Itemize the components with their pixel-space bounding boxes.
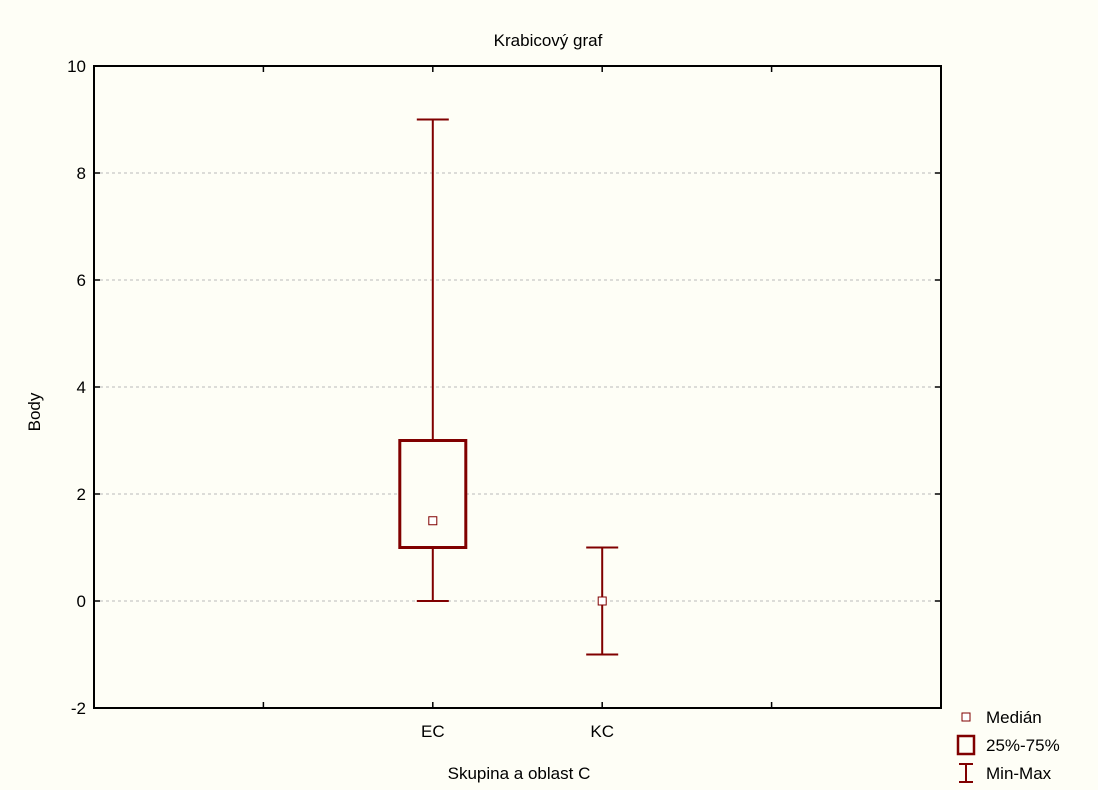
legend-item: Min-Max bbox=[959, 763, 1052, 783]
legend: Medián 25%-75% Min-Max bbox=[956, 708, 1060, 783]
legend-item: 25%-75% bbox=[956, 734, 1060, 756]
plot-area bbox=[398, 118, 619, 656]
y-axis-label: Body bbox=[25, 392, 44, 431]
box-kc bbox=[586, 546, 619, 656]
x-tick-label: EC bbox=[421, 722, 445, 741]
y-tick-label: 4 bbox=[77, 378, 86, 397]
axes: -2 0 2 4 6 8 10 EC KC bbox=[67, 57, 942, 741]
median-marker bbox=[428, 516, 438, 526]
y-tick-label: 6 bbox=[77, 271, 86, 290]
legend-box-symbol bbox=[956, 734, 976, 756]
y-tick-label: 0 bbox=[77, 592, 86, 611]
grid-lines bbox=[94, 172, 941, 602]
x-axis-label: Skupina a oblast C bbox=[448, 764, 591, 783]
legend-label: Medián bbox=[986, 708, 1042, 727]
y-tick-label: 2 bbox=[77, 485, 86, 504]
median-marker bbox=[597, 596, 607, 606]
y-tick-label: 10 bbox=[67, 57, 86, 76]
legend-item: Medián bbox=[961, 708, 1042, 727]
iqr-box bbox=[398, 439, 468, 549]
legend-median-symbol bbox=[961, 712, 971, 722]
chart-title: Krabicový graf bbox=[494, 31, 603, 50]
y-tick-label: 8 bbox=[77, 164, 86, 183]
legend-label: 25%-75% bbox=[986, 736, 1060, 755]
legend-label: Min-Max bbox=[986, 764, 1052, 783]
x-tick-label: KC bbox=[590, 722, 614, 741]
box-ec bbox=[398, 118, 468, 602]
y-tick-label: -2 bbox=[71, 699, 86, 718]
